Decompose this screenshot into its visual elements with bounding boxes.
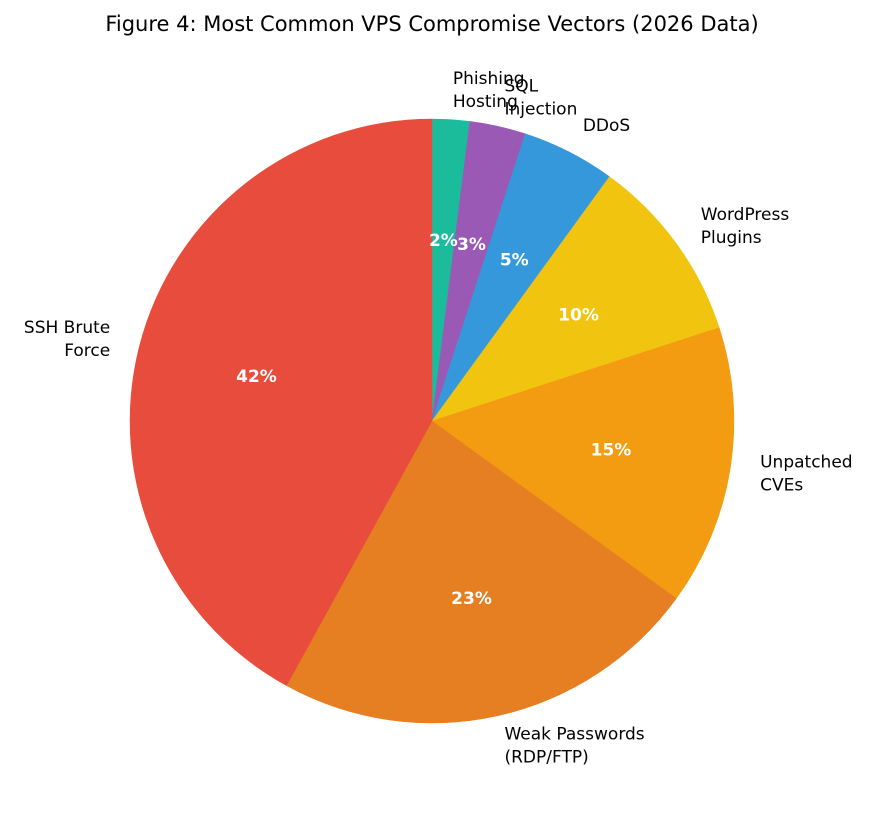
slice-label: Weak Passwords (RDP/FTP) [504,725,644,768]
slice-percent-label: 42% [236,367,277,387]
slice-percent-label: 2% [429,231,458,251]
pie-slices [129,118,735,724]
pie-percent-labels: 2% 3% 5% 10% 15% 23% 42% [236,231,631,609]
slice-label: SQL Injection [504,76,577,119]
slice-percent-label: 10% [558,305,599,325]
slice-label: WordPress Plugins [701,205,790,248]
slice-label: Unpatched CVEs [760,452,852,495]
slice-label: SSH Brute Force [24,318,110,361]
pie-slice-unpatched-cves [431,327,735,599]
chart-title: Figure 4: Most Common VPS Compromise Vec… [105,12,758,36]
slice-percent-label: 23% [451,589,492,609]
slice-percent-label: 15% [591,440,632,460]
slice-label: DDoS [583,116,630,136]
pie-slice-ssh-brute-force [129,118,433,686]
slice-percent-label: 5% [500,251,529,271]
slice-label: Phishing Hosting [453,69,525,112]
pie-slice-wordpress-plugins [431,176,720,422]
slice-percent-label: 3% [457,235,486,255]
pie-slice-weak-passwords-rdp-ftp [286,420,677,724]
